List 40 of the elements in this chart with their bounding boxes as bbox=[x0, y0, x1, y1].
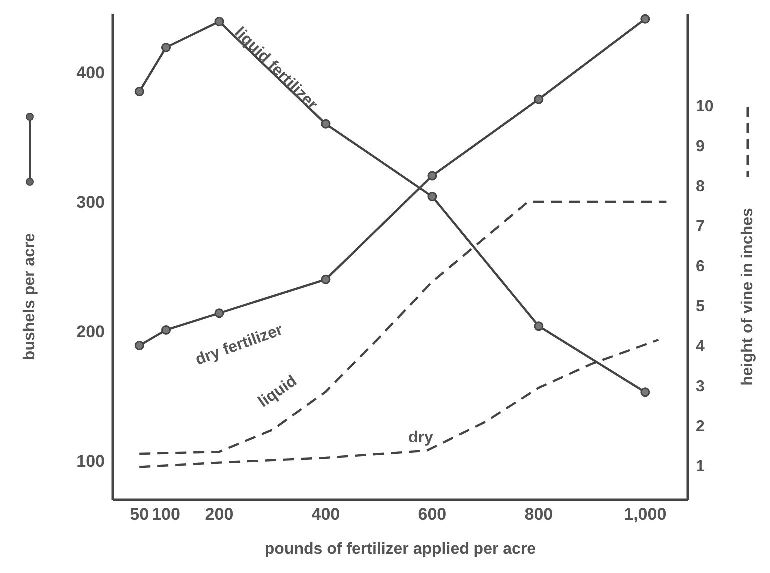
point bbox=[134, 87, 144, 97]
point bbox=[640, 388, 650, 398]
x-tick-label: 600 bbox=[418, 505, 447, 524]
point bbox=[214, 308, 224, 318]
x-tick-label: 1,000 bbox=[624, 505, 667, 524]
x-tick-label: 100 bbox=[152, 505, 180, 524]
y-tick-label: 100 bbox=[76, 452, 105, 472]
x-tick-label: 50 bbox=[130, 505, 150, 524]
point bbox=[534, 322, 544, 332]
x-tick-label: 200 bbox=[205, 505, 234, 524]
y2-tick-label: 4 bbox=[696, 338, 705, 356]
y2-tick-label: 6 bbox=[696, 258, 705, 276]
x-tick-label: 800 bbox=[524, 505, 554, 524]
point bbox=[534, 94, 544, 104]
y-tick-label: 300 bbox=[76, 192, 105, 212]
point bbox=[428, 192, 438, 202]
y2-tick-label: 1 bbox=[696, 458, 705, 476]
y2-tick-label: 7 bbox=[696, 218, 705, 236]
y2-tick-label: 9 bbox=[696, 138, 705, 156]
y2-tick-label: 10 bbox=[696, 98, 714, 116]
x-tick-label: 400 bbox=[312, 505, 340, 524]
y2-tick-label: 2 bbox=[696, 418, 705, 436]
y2-tick-label: 5 bbox=[696, 298, 705, 316]
y-tick-label: 200 bbox=[76, 322, 105, 342]
point bbox=[321, 119, 331, 129]
point bbox=[428, 171, 438, 181]
y2-tick-label: 3 bbox=[696, 378, 705, 396]
point bbox=[161, 325, 171, 335]
x-axis-title: pounds of fertilizer applied per acre bbox=[264, 541, 536, 558]
series-label: dry bbox=[408, 430, 434, 446]
y-tick-label: 400 bbox=[76, 63, 105, 82]
line-series bbox=[138, 200, 668, 456]
point bbox=[134, 341, 144, 351]
y2-axis-title: height of vine in inches bbox=[740, 208, 756, 386]
point bbox=[321, 274, 331, 284]
y-axis-title: bushels per acre bbox=[22, 233, 38, 361]
point bbox=[161, 42, 171, 52]
y2-tick-label: 8 bbox=[696, 178, 705, 196]
point bbox=[640, 14, 650, 24]
point bbox=[214, 17, 224, 27]
